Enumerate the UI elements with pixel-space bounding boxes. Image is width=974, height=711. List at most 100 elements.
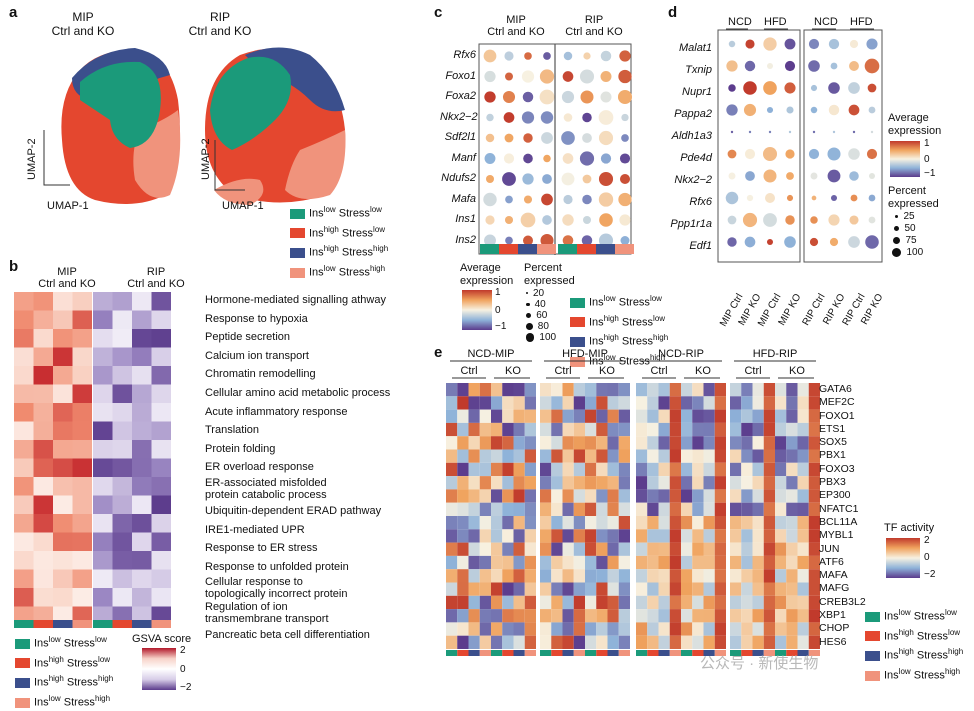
tf-cell (491, 622, 503, 636)
tf-cell (446, 516, 458, 530)
gsva-cell (151, 329, 171, 348)
dot-d-point (786, 172, 794, 180)
dot-c-point (522, 173, 534, 185)
tf-cell (562, 582, 574, 596)
tf-cell (502, 489, 514, 503)
tf-sub-header: KO (599, 365, 615, 377)
tf-cell (763, 622, 775, 636)
dot-d-point (848, 236, 860, 248)
tf-cell (551, 582, 563, 596)
tf-cell (551, 489, 563, 503)
tf-cell (775, 622, 787, 636)
gsva-cell (33, 403, 53, 422)
dot-c-point (562, 235, 574, 246)
tf-cell (797, 622, 809, 636)
dot-d-point (850, 194, 858, 202)
tf-cell (797, 489, 809, 503)
tf-cell (491, 436, 503, 450)
gsva-legend-swatch-0 (15, 638, 30, 649)
tf-cell (692, 462, 704, 477)
tf-group-header: HFD-MIP (562, 348, 608, 360)
gsva-cell (33, 606, 53, 625)
dot-d-point (726, 104, 738, 116)
tf-cell (491, 609, 503, 623)
tf-cell (607, 436, 619, 450)
umap-mip-title-line2: Ctrl and KO (51, 24, 115, 38)
tf-cell (573, 489, 585, 503)
gsva-cell (53, 495, 73, 514)
tf-cell (681, 502, 693, 516)
dot-c-group-bar (480, 244, 499, 254)
tf-cell (562, 622, 574, 636)
dot-d-gene-label: Malat1 (678, 42, 712, 54)
tf-group-bar (681, 650, 693, 656)
tf-cell (468, 595, 480, 610)
tf-cell (573, 569, 585, 583)
tf-cell (636, 409, 648, 423)
tf-cell (636, 595, 648, 610)
tf-cell (658, 542, 670, 556)
gsva-pathway-label: Response to hypoxia (205, 312, 308, 325)
umap-rip-title-line2: Ctrl and KO (188, 24, 252, 38)
gsva-cell (53, 551, 73, 570)
tf-cell (775, 609, 787, 623)
dot-d-point (743, 81, 757, 95)
tf-cell (551, 622, 563, 636)
tf-cell (573, 476, 585, 490)
tf-cell (647, 555, 659, 570)
dot-d-point (827, 147, 841, 161)
tf-group-header: HFD-RIP (752, 348, 798, 360)
dot-c-pct-dot (526, 312, 532, 318)
tf-cell (502, 555, 514, 570)
tf-legend-swatch-2 (865, 651, 880, 662)
dot-rip-title-line1: RIP (584, 14, 604, 26)
dot-d-point (808, 60, 820, 72)
gsva-cell (151, 421, 171, 440)
gsva-cell (93, 421, 113, 440)
gsva-cell (14, 347, 34, 366)
tf-cell (618, 396, 630, 410)
gsva-cell (151, 440, 171, 459)
dot-d-avg-tick-max: 1 (924, 138, 930, 149)
dot-d-point (784, 38, 796, 50)
dot-c-gene-label: Ndufs2 (441, 172, 476, 184)
tf-cell (647, 396, 659, 410)
dot-c-point (543, 52, 551, 60)
tf-cell (730, 489, 742, 503)
gsva-legend-sup2-0: low (94, 635, 107, 644)
tf-group-header: NCD-MIP (467, 348, 515, 360)
dot-d-point (868, 216, 876, 224)
tf-group-bar (502, 650, 514, 656)
gsva-cell (132, 588, 152, 607)
gsva-legend: Inslow Stresslow Inshigh Stresslow Inshigh… (15, 632, 113, 711)
tf-cell (658, 436, 670, 450)
dot-d-point (864, 58, 880, 74)
tf-group-bar (562, 650, 574, 656)
dot-d-point (742, 212, 758, 228)
tf-cell (513, 436, 525, 450)
tf-cell (479, 462, 491, 477)
tf-legend-base-1: Ins (884, 630, 899, 643)
tf-cell (607, 555, 619, 570)
dot-c-group-bar (615, 244, 634, 254)
tf-cell (730, 436, 742, 450)
dot-d-gene-label: Txnip (685, 64, 712, 76)
dot-d-point (784, 60, 796, 72)
panel-c-label: c (434, 4, 443, 21)
dot-c-point (484, 234, 496, 247)
tf-cell (524, 569, 536, 583)
dot-c-pct-dot (526, 302, 530, 307)
tf-cell (797, 436, 809, 450)
tf-cell (714, 449, 726, 463)
tf-cell (714, 582, 726, 596)
tf-cell (786, 436, 798, 450)
tf-cell (468, 542, 480, 556)
gsva-cell (93, 403, 113, 422)
dot-d-gene-label: Aldh1a3 (671, 130, 712, 142)
tf-cell (775, 462, 787, 477)
dot-c-group-bar (518, 244, 537, 254)
tf-cell (607, 569, 619, 583)
tf-cell (585, 422, 597, 437)
tf-cell (752, 635, 764, 649)
tf-cell (741, 622, 753, 636)
